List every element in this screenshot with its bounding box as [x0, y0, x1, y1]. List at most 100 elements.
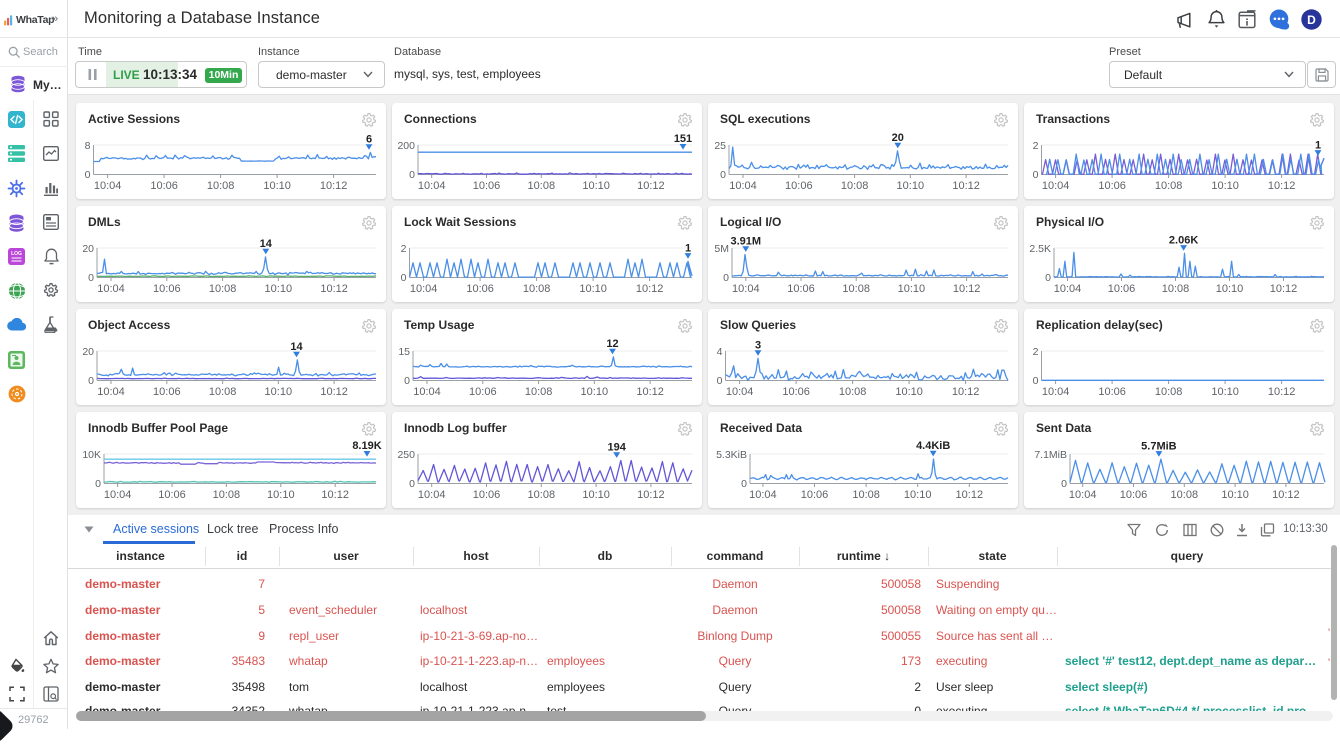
svg-text:10:04: 10:04 — [1069, 489, 1097, 501]
svg-text:10:08: 10:08 — [525, 386, 553, 398]
svg-text:0: 0 — [1033, 169, 1039, 181]
svg-text:10:10: 10:10 — [265, 386, 293, 398]
svg-text:10:12: 10:12 — [320, 180, 348, 192]
svg-text:10:12: 10:12 — [1272, 489, 1300, 501]
svg-text:6: 6 — [366, 133, 372, 145]
svg-text:10:12: 10:12 — [1270, 283, 1298, 295]
svg-text:3.91M: 3.91M — [731, 236, 762, 248]
svg-text:10:12: 10:12 — [1268, 180, 1296, 192]
svg-text:5.7MiB: 5.7MiB — [1141, 440, 1177, 452]
svg-text:10:04: 10:04 — [1042, 180, 1070, 192]
svg-text:10:06: 10:06 — [1098, 386, 1126, 398]
svg-text:10:04: 10:04 — [729, 180, 757, 192]
svg-text:10:06: 10:06 — [153, 283, 181, 295]
svg-text:10:12: 10:12 — [320, 386, 348, 398]
svg-text:14: 14 — [290, 341, 303, 353]
svg-text:20: 20 — [892, 132, 904, 144]
svg-text:250: 250 — [397, 449, 415, 461]
svg-text:0: 0 — [741, 478, 747, 490]
svg-text:10:04: 10:04 — [1042, 386, 1070, 398]
svg-text:10:12: 10:12 — [953, 283, 981, 295]
svg-text:10:04: 10:04 — [410, 283, 438, 295]
svg-text:8.19K: 8.19K — [352, 440, 381, 452]
svg-text:0: 0 — [401, 272, 407, 284]
svg-text:10:08: 10:08 — [523, 283, 551, 295]
svg-text:10:10: 10:10 — [897, 180, 925, 192]
svg-text:200: 200 — [397, 140, 415, 152]
svg-text:0: 0 — [723, 272, 729, 284]
svg-text:10:04: 10:04 — [413, 386, 441, 398]
svg-text:0: 0 — [404, 375, 410, 387]
svg-text:10:10: 10:10 — [581, 386, 609, 398]
svg-text:10:08: 10:08 — [1171, 489, 1199, 501]
svg-text:10:10: 10:10 — [582, 180, 610, 192]
svg-text:10:08: 10:08 — [207, 180, 235, 192]
svg-text:10:10: 10:10 — [579, 283, 607, 295]
svg-text:10:10: 10:10 — [1211, 386, 1239, 398]
svg-text:10:12: 10:12 — [636, 283, 664, 295]
svg-text:10:12: 10:12 — [320, 283, 348, 295]
svg-text:5.3KiB: 5.3KiB — [716, 449, 747, 461]
svg-text:10:06: 10:06 — [469, 386, 497, 398]
svg-text:10:08: 10:08 — [1155, 386, 1183, 398]
svg-text:7.1MiB: 7.1MiB — [1034, 449, 1067, 461]
svg-text:0: 0 — [409, 169, 415, 181]
svg-text:0: 0 — [409, 478, 415, 490]
svg-text:10:12: 10:12 — [952, 386, 980, 398]
svg-text:2: 2 — [1033, 140, 1039, 152]
svg-text:10:04: 10:04 — [418, 180, 446, 192]
svg-text:1: 1 — [685, 242, 691, 254]
svg-text:10:04: 10:04 — [749, 489, 777, 501]
svg-text:0: 0 — [95, 478, 101, 490]
svg-text:194: 194 — [608, 442, 627, 454]
svg-text:10:10: 10:10 — [1221, 489, 1249, 501]
svg-text:2.5K: 2.5K — [1029, 243, 1051, 255]
svg-text:10:06: 10:06 — [787, 283, 815, 295]
svg-text:10:08: 10:08 — [528, 489, 556, 501]
svg-text:2: 2 — [1033, 346, 1039, 358]
svg-text:0: 0 — [1061, 478, 1067, 490]
svg-text:10:06: 10:06 — [1108, 283, 1136, 295]
svg-text:10:04: 10:04 — [726, 386, 754, 398]
svg-text:10:10: 10:10 — [898, 283, 926, 295]
svg-text:10:06: 10:06 — [801, 489, 829, 501]
svg-text:20: 20 — [82, 346, 94, 358]
svg-text:10:12: 10:12 — [1268, 386, 1296, 398]
svg-text:10:06: 10:06 — [1120, 489, 1148, 501]
svg-text:25: 25 — [714, 140, 726, 152]
svg-text:10:06: 10:06 — [158, 489, 186, 501]
svg-text:4: 4 — [717, 346, 723, 358]
svg-text:0: 0 — [717, 375, 723, 387]
svg-text:0: 0 — [88, 272, 94, 284]
svg-text:10:04: 10:04 — [418, 489, 446, 501]
svg-text:10:08: 10:08 — [213, 489, 241, 501]
svg-text:10:12: 10:12 — [956, 489, 984, 501]
svg-text:10:08: 10:08 — [842, 283, 870, 295]
svg-text:1: 1 — [1315, 139, 1321, 151]
svg-text:10:06: 10:06 — [785, 180, 813, 192]
svg-text:14: 14 — [260, 238, 273, 250]
svg-text:0: 0 — [85, 169, 91, 181]
svg-text:10:04: 10:04 — [94, 180, 122, 192]
svg-text:10:06: 10:06 — [473, 180, 501, 192]
svg-text:10:10: 10:10 — [582, 489, 610, 501]
svg-text:10:08: 10:08 — [852, 489, 880, 501]
svg-text:10:04: 10:04 — [732, 283, 760, 295]
svg-text:10:06: 10:06 — [782, 386, 810, 398]
svg-text:10:12: 10:12 — [636, 386, 664, 398]
svg-text:10:10: 10:10 — [904, 489, 932, 501]
svg-text:10:08: 10:08 — [839, 386, 867, 398]
svg-text:10:08: 10:08 — [209, 386, 237, 398]
svg-text:10:08: 10:08 — [841, 180, 869, 192]
svg-text:2: 2 — [401, 243, 407, 255]
svg-text:15: 15 — [398, 346, 410, 358]
svg-text:3: 3 — [755, 339, 761, 351]
svg-text:0: 0 — [88, 375, 94, 387]
svg-text:4.4KiB: 4.4KiB — [916, 440, 950, 452]
svg-text:0: 0 — [1045, 272, 1051, 284]
svg-text:5M: 5M — [714, 243, 729, 255]
svg-text:10:12: 10:12 — [321, 489, 349, 501]
svg-text:D: D — [1307, 13, 1316, 27]
svg-text:10:06: 10:06 — [466, 283, 494, 295]
svg-text:10:08: 10:08 — [528, 180, 556, 192]
